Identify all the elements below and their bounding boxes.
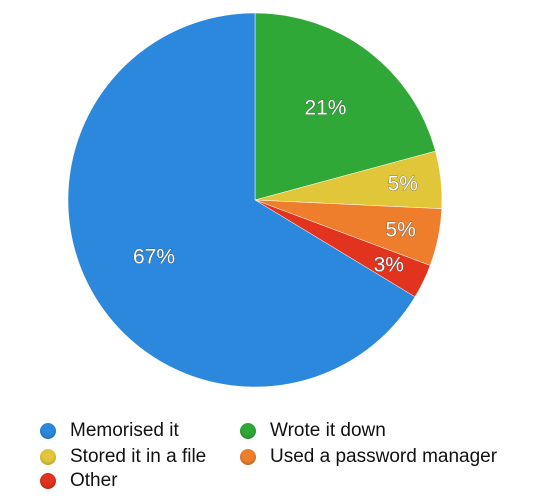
legend-label-other: Other bbox=[70, 470, 118, 491]
legend-item-memorised: Memorised it bbox=[40, 419, 179, 443]
legend-label-memorised: Memorised it bbox=[70, 420, 179, 441]
legend-swatch-password-manager bbox=[240, 449, 256, 465]
legend-label-wrote-it-down: Wrote it down bbox=[270, 420, 386, 441]
pie-slices bbox=[67, 12, 443, 388]
pie-label-wrote-it-down: 21% bbox=[304, 96, 346, 119]
legend-label-stored-in-file: Stored it in a file bbox=[70, 446, 207, 467]
pie-slice-wrote-it-down bbox=[254, 12, 436, 201]
legend-label-password-manager: Used a password manager bbox=[270, 446, 498, 467]
legend-swatch-other bbox=[40, 473, 56, 489]
legend-item-wrote-it-down: Wrote it down bbox=[240, 419, 386, 443]
legend-swatch-stored-in-file bbox=[40, 449, 56, 465]
pie-slice-memorised-it bbox=[67, 12, 416, 388]
pie-label-stored-it-in-a-file: 5% bbox=[388, 172, 418, 195]
legend-swatch-memorised bbox=[40, 423, 56, 439]
legend-item-password-manager: Used a password manager bbox=[240, 445, 497, 469]
pie-label-other: 3% bbox=[374, 253, 404, 276]
pie-label-used-a-password-manager: 5% bbox=[385, 218, 415, 241]
legend-item-other: Other bbox=[40, 469, 118, 493]
pie-chart: 21% 5% 5% 3% 67% bbox=[67, 12, 443, 388]
pie-label-memorised-it: 67% bbox=[133, 245, 175, 268]
legend-swatch-wrote-it-down bbox=[240, 423, 256, 439]
pie-labels: 21% 5% 5% 3% 67% bbox=[133, 96, 419, 276]
legend-item-stored-in-file: Stored it in a file bbox=[40, 445, 206, 469]
